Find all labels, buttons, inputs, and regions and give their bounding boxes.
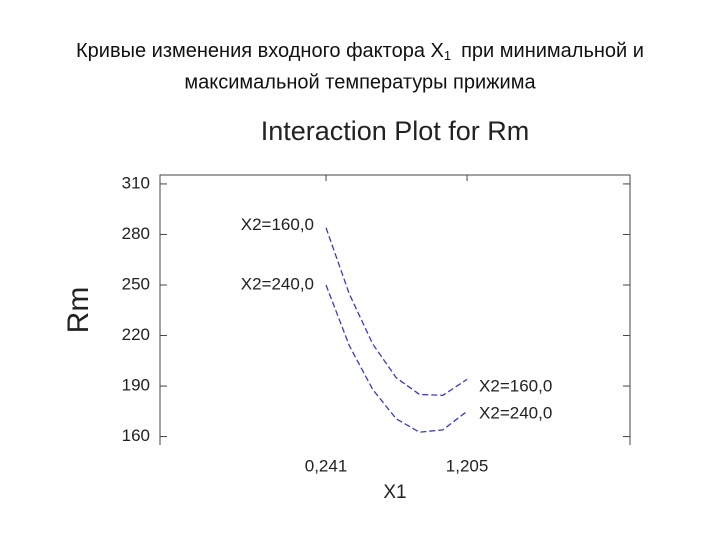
y-tick-label: 220	[122, 325, 150, 344]
y-tick-label: 310	[122, 173, 150, 192]
slide-title: максимальной температуры прижима	[184, 71, 536, 93]
series-label: X2=160,0	[479, 376, 552, 395]
y-tick-label: 250	[122, 274, 150, 293]
x-tick-label: 1,205	[446, 456, 489, 475]
chart-title: Interaction Plot for Rm	[261, 116, 530, 146]
y-tick-label: 160	[122, 426, 150, 445]
series-label: X2=240,0	[241, 274, 314, 293]
plot-frame	[159, 174, 631, 445]
title-text: Кривые изменения входного фактора X	[76, 40, 444, 62]
title-subscript: 1	[444, 48, 451, 63]
x-tick-label: 0,241	[305, 456, 348, 475]
series-line	[325, 227, 468, 396]
series-line	[325, 284, 468, 433]
slide-title: Кривые изменения входного фактора X1 при …	[76, 40, 644, 63]
x-axis-label: X1	[383, 482, 406, 503]
series-label: X2=240,0	[479, 403, 552, 422]
y-axis-label: Rm	[62, 287, 95, 334]
y-tick-label: 190	[122, 376, 150, 395]
y-tick-label: 280	[122, 224, 150, 243]
series-label: X2=160,0	[241, 215, 314, 234]
title-text: при минимальной и	[461, 40, 644, 62]
